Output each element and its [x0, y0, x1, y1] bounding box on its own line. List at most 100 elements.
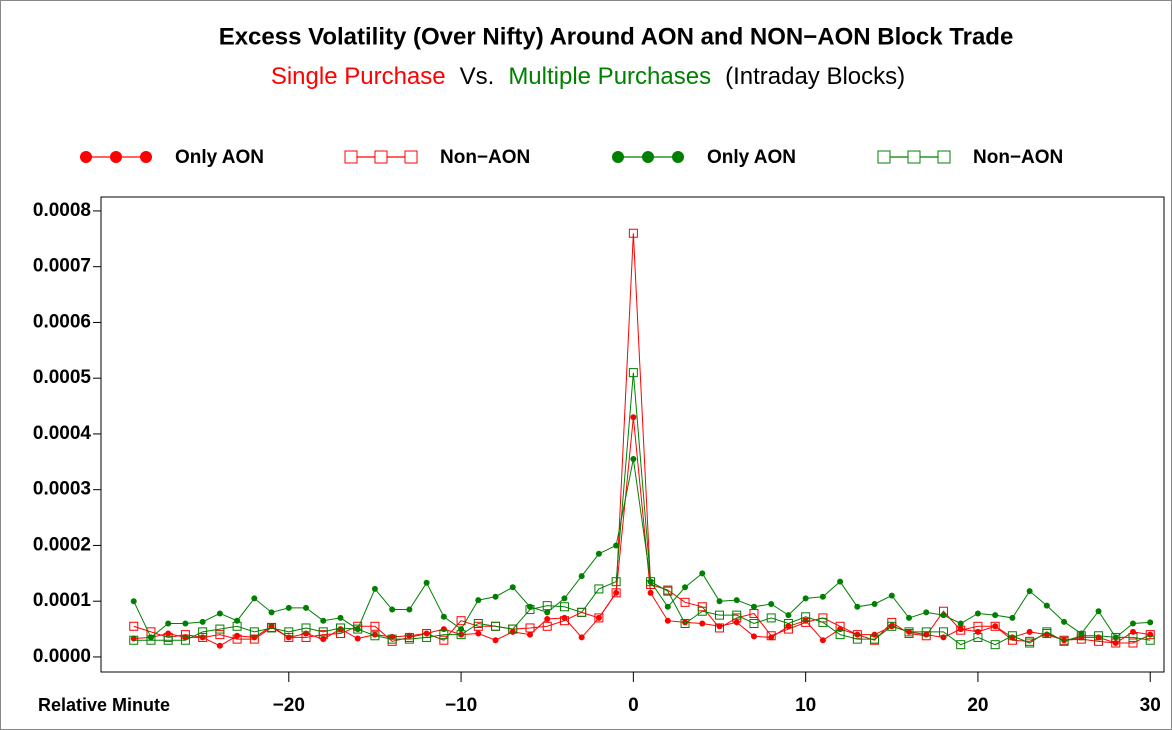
point	[215, 624, 225, 634]
point	[818, 617, 828, 627]
x-tick-label: 10	[795, 695, 816, 716]
legend-item: Non−AON	[877, 147, 1063, 168]
y-tick-label: 0.0004	[33, 423, 92, 444]
point	[974, 628, 981, 635]
point	[630, 414, 637, 421]
point	[163, 635, 173, 645]
point	[956, 640, 966, 650]
point	[440, 613, 447, 620]
point	[768, 600, 775, 607]
point	[923, 609, 930, 616]
legend-marker	[374, 150, 388, 164]
point	[1043, 602, 1050, 609]
legend-marker	[672, 151, 684, 163]
point	[577, 607, 587, 617]
x-tick-label: 20	[967, 695, 988, 716]
point	[628, 368, 638, 378]
point	[130, 598, 137, 605]
point	[458, 626, 465, 633]
point	[938, 627, 948, 637]
point	[439, 630, 449, 640]
point	[715, 610, 725, 620]
point	[1059, 636, 1069, 646]
point	[888, 592, 895, 599]
point	[1095, 608, 1102, 615]
point	[682, 584, 689, 591]
point	[921, 627, 931, 637]
point	[232, 634, 242, 644]
point	[318, 627, 328, 637]
point	[680, 597, 690, 607]
point	[613, 542, 620, 549]
point	[456, 616, 466, 626]
chart-subtitle: Single Purchase Vs. Multiple Purchases (Int…	[271, 63, 905, 90]
point	[904, 627, 914, 637]
point	[542, 621, 552, 631]
point	[215, 630, 225, 640]
legend-label: Non−AON	[440, 147, 530, 168]
point	[801, 617, 811, 627]
series-line	[133, 233, 1151, 644]
point	[129, 635, 139, 645]
legend-marker	[937, 150, 951, 164]
point	[1128, 632, 1138, 642]
point	[768, 634, 775, 641]
x-tick-label: 30	[1140, 695, 1161, 716]
point	[475, 630, 482, 637]
point	[544, 609, 551, 616]
point	[733, 597, 740, 604]
point	[1129, 620, 1136, 627]
point	[354, 635, 361, 642]
point	[699, 620, 706, 627]
point	[440, 626, 447, 633]
point	[611, 577, 621, 587]
subtitle-part: Single Purchase	[271, 63, 446, 90]
point	[715, 623, 725, 633]
point	[595, 550, 602, 557]
point	[1128, 638, 1138, 648]
point	[906, 614, 913, 621]
series-line	[133, 372, 1151, 646]
point	[1026, 628, 1033, 635]
point	[526, 631, 533, 638]
point	[371, 585, 378, 592]
point	[249, 634, 259, 644]
point	[267, 623, 277, 633]
point	[1129, 628, 1136, 635]
legend-marker	[80, 151, 92, 163]
point	[1094, 631, 1104, 641]
point	[1147, 619, 1154, 626]
point	[475, 597, 482, 604]
point	[234, 617, 241, 624]
point	[182, 620, 189, 627]
legend-marker	[642, 151, 654, 163]
chart-title: Excess Volatility (Over Nifty) Around AO…	[219, 23, 1014, 50]
point	[301, 623, 311, 633]
point	[544, 616, 551, 623]
x-axis-label: Relative Minute	[38, 695, 170, 715]
point	[370, 631, 380, 641]
y-tick-label: 0.0005	[33, 367, 92, 388]
point	[491, 621, 501, 631]
legend-item: Non−AON	[344, 147, 530, 168]
point	[251, 595, 258, 602]
point	[973, 632, 983, 642]
point	[370, 621, 380, 631]
point	[492, 593, 499, 600]
point	[835, 630, 845, 640]
y-tick-label: 0.0008	[33, 200, 91, 221]
point	[957, 626, 964, 633]
point	[353, 624, 363, 634]
x-tick-label: 0	[628, 695, 639, 716]
legend-marker	[907, 150, 921, 164]
x-tick-label: −20	[273, 695, 305, 716]
point	[232, 621, 242, 631]
point	[732, 610, 742, 620]
point	[699, 570, 706, 577]
point	[542, 601, 552, 611]
legend-label: Non−AON	[973, 147, 1063, 168]
point	[663, 586, 673, 596]
point	[664, 603, 671, 610]
